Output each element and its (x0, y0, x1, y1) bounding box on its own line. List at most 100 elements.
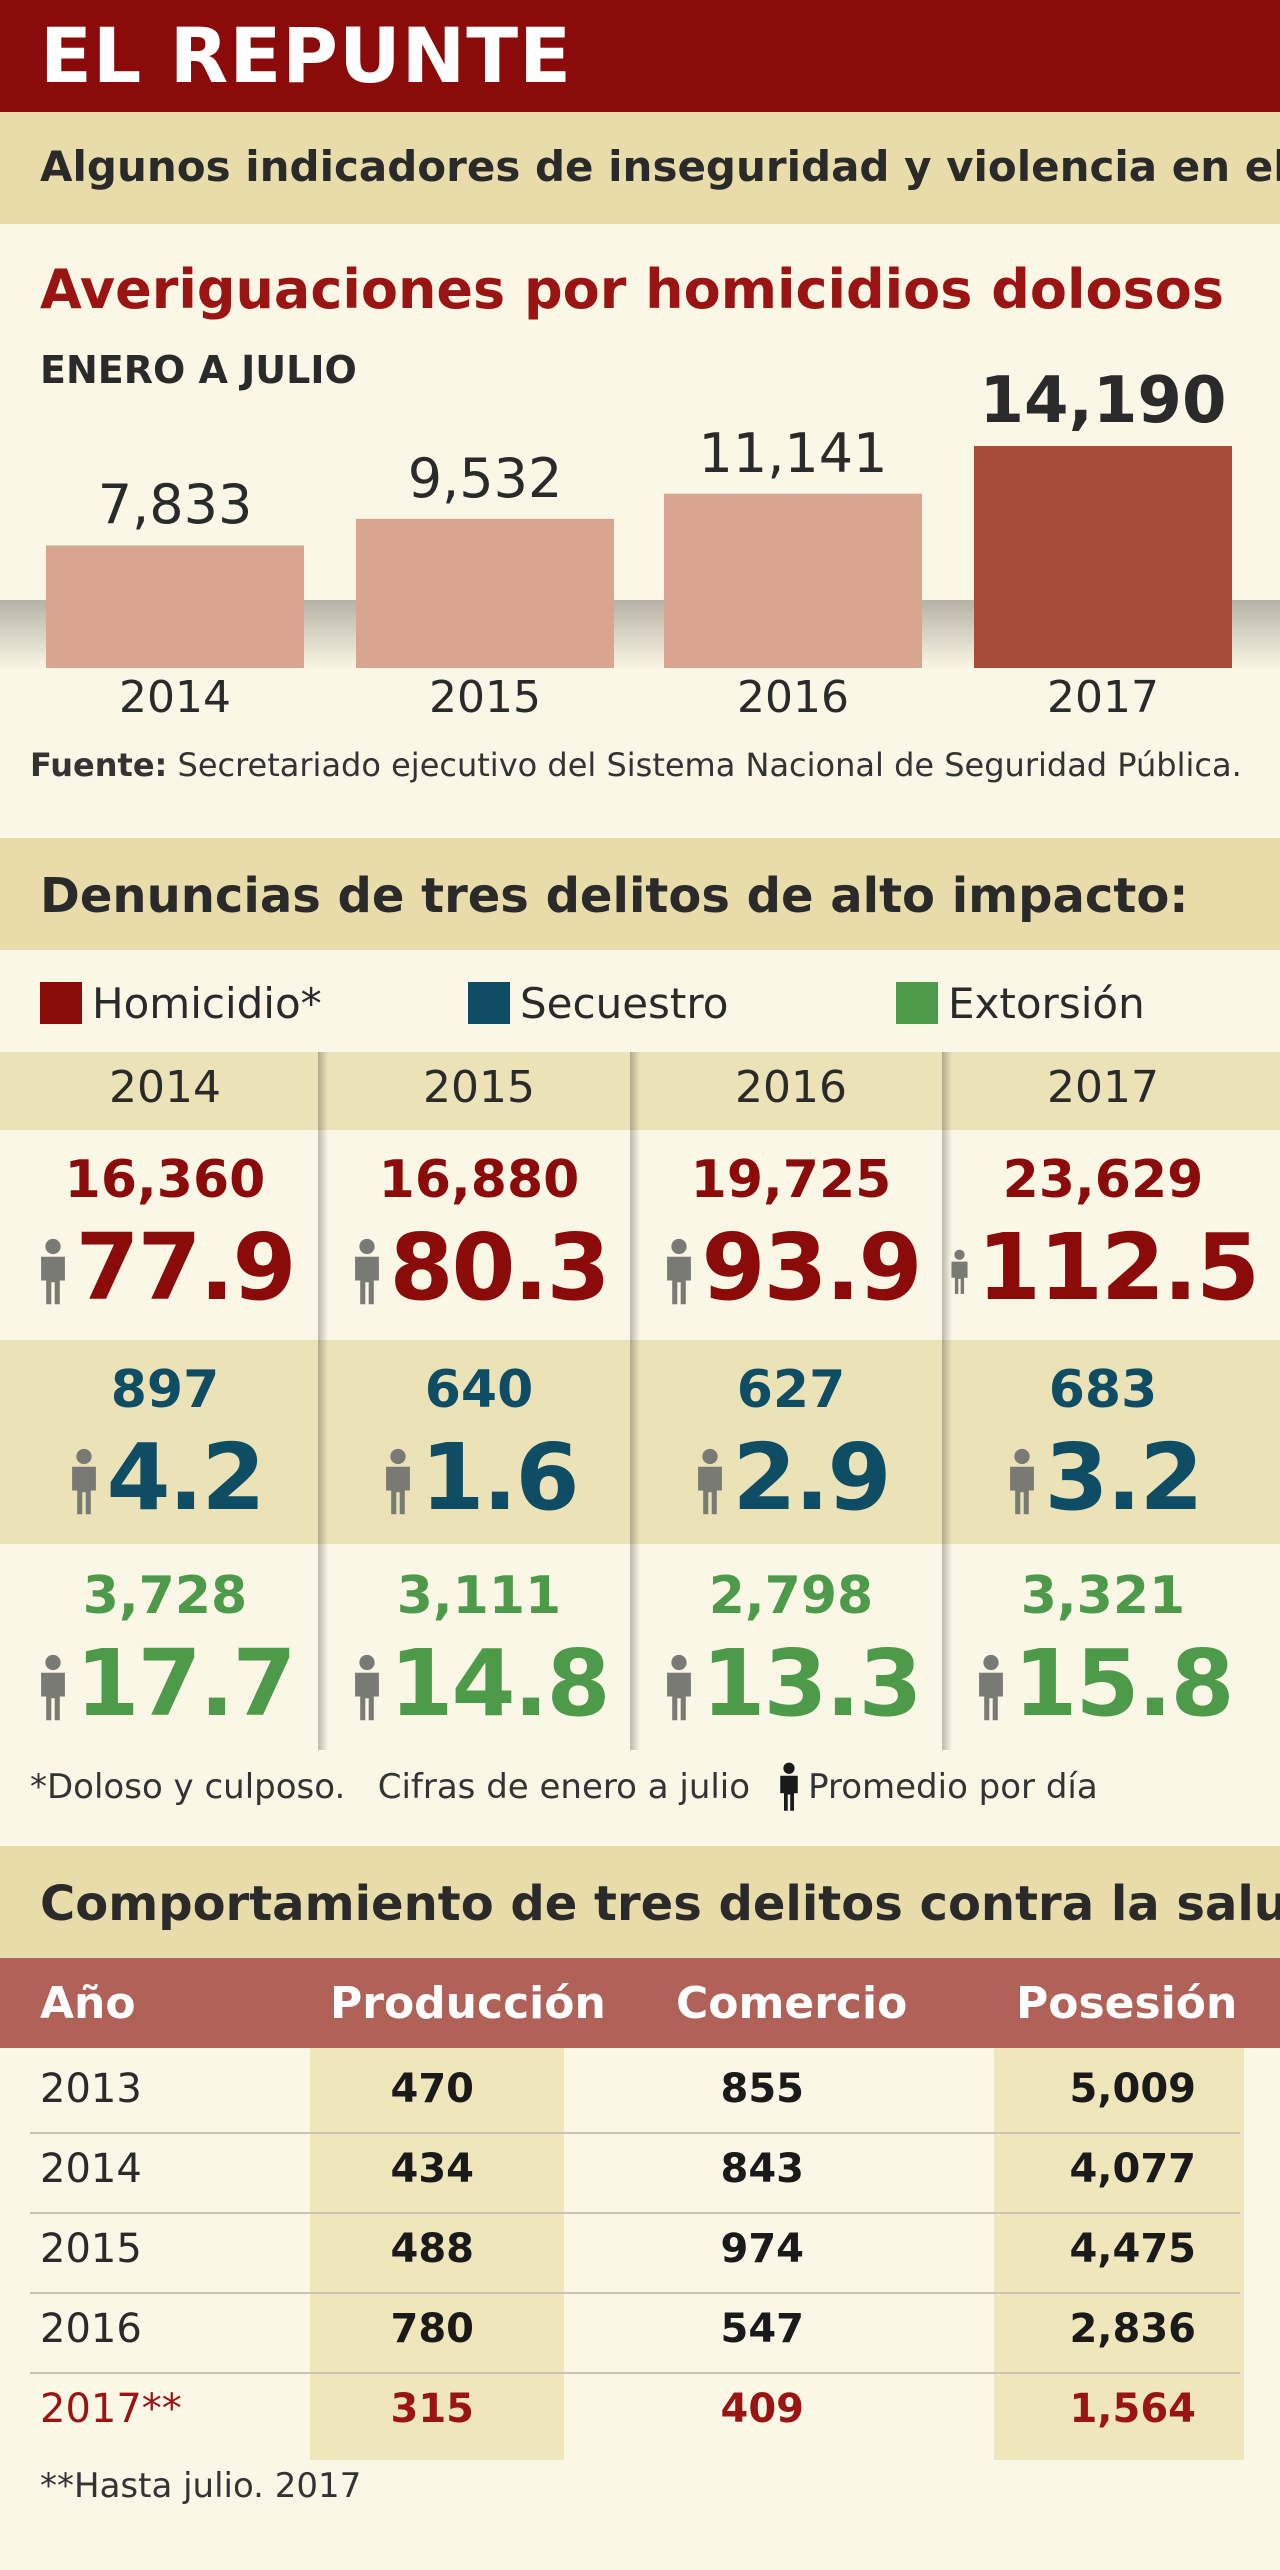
extorsión-per-day-2014: 17.7 (10, 1634, 320, 1734)
person-icon (780, 1762, 798, 1811)
secuestro-total-2014: 897 (110, 1360, 220, 1420)
homicidio-total-2017: 23,629 (1002, 1150, 1204, 1210)
table-year-2014: 2014 (40, 2146, 142, 2192)
table-cell-comercio-2017: 409 (720, 2386, 805, 2432)
year-label-2014: 2014 (109, 1062, 221, 1113)
extorsión-per-day-2015: 14.8 (324, 1634, 634, 1734)
secuestro-per-day-2014: 4.2 (10, 1428, 320, 1528)
extorsión-per-day-2016: 13.3 (636, 1634, 946, 1734)
per-day-value: 4.2 (106, 1424, 266, 1531)
table-cell-comercio-2015: 974 (720, 2226, 805, 2272)
bar-category-2016: 2016 (737, 672, 849, 723)
person-icon (666, 1654, 691, 1721)
secuestro-per-day-2015: 1.6 (324, 1428, 634, 1528)
th-ano: Año (40, 1978, 136, 2029)
per-day-value: 77.9 (75, 1214, 297, 1321)
th-produccion: Producción (330, 1978, 606, 2029)
chart-subtitle: ENERO A JULIO (40, 348, 357, 392)
table-year-2017: 2017** (40, 2386, 182, 2432)
legend-label: Secuestro (520, 978, 729, 1028)
secuestro-band (0, 1340, 1280, 1544)
table-cell-producción-2016: 780 (390, 2306, 475, 2352)
person-icon (40, 1654, 65, 1721)
bar-category-2017: 2017 (1047, 672, 1159, 723)
produccion-column-shade (310, 2048, 564, 2460)
secuestro-per-day-2017: 3.2 (948, 1428, 1258, 1528)
table-cell-posesión-2015: 4,475 (1069, 2226, 1196, 2272)
year-label-2017: 2017 (1047, 1062, 1159, 1113)
person-icon (978, 1654, 1003, 1721)
bar-2016 (664, 493, 922, 668)
bar-2017 (974, 446, 1232, 668)
table-cell-posesión-2017: 1,564 (1069, 2386, 1196, 2432)
bar-value-2015: 9,532 (407, 446, 563, 510)
table-footnote: **Hasta julio. 2017 (40, 2466, 362, 2506)
legend-item-extorsin: Extorsión (896, 978, 1145, 1028)
legend-swatch (468, 982, 510, 1024)
extorsión-total-2014: 3,728 (82, 1566, 248, 1626)
table-cell-producción-2014: 434 (390, 2146, 475, 2192)
bar-value-2014: 7,833 (97, 473, 253, 537)
person-icon (951, 1249, 968, 1294)
legend-swatch (40, 982, 82, 1024)
per-day-value: 13.3 (701, 1630, 923, 1737)
table-row-divider (30, 2292, 1240, 2294)
th-comercio: Comercio (676, 1978, 908, 2029)
section3-title: Comportamiento de tres delitos contra la… (40, 1876, 1280, 1932)
table-row-divider (30, 2132, 1240, 2134)
posesion-column-shade (994, 2048, 1244, 2460)
bar-2014 (46, 545, 304, 668)
th-posesion: Posesión (1016, 1978, 1238, 2029)
table-header (0, 1958, 1280, 2048)
column-divider (630, 1052, 640, 1750)
table-cell-comercio-2014: 843 (720, 2146, 805, 2192)
secuestro-total-2017: 683 (1048, 1360, 1158, 1420)
table-cell-posesión-2014: 4,077 (1069, 2146, 1196, 2192)
homicidio-total-2015: 16,880 (378, 1150, 580, 1210)
person-icon (71, 1448, 96, 1515)
table-cell-comercio-2016: 547 (720, 2306, 805, 2352)
legend-label: Homicidio* (92, 978, 322, 1028)
person-icon (385, 1448, 410, 1515)
homicidio-per-day-2014: 77.9 (10, 1218, 320, 1318)
bar-category-2015: 2015 (429, 672, 541, 723)
avg-per-day-label: Promedio por día (808, 1767, 1098, 1807)
homicidio-per-day-2016: 93.9 (636, 1218, 946, 1318)
per-day-value: 80.3 (389, 1214, 611, 1321)
table-cell-posesión-2016: 2,836 (1069, 2306, 1196, 2352)
chart-title: Averiguaciones por homicidios dolosos (40, 258, 1224, 321)
section2-title: Denuncias de tres delitos de alto impact… (40, 868, 1189, 924)
grid-note: *Doloso y culposo. Cifras de enero a jul… (30, 1762, 1098, 1812)
legend-swatch (896, 982, 938, 1024)
homicidio-per-day-2015: 80.3 (324, 1218, 634, 1318)
per-day-value: 17.7 (75, 1630, 297, 1737)
person-icon (1009, 1448, 1034, 1515)
source-note: Fuente: Secretariado ejecutivo del Siste… (30, 746, 1242, 784)
year-label-2015: 2015 (423, 1062, 535, 1113)
per-day-value: 15.8 (1013, 1630, 1235, 1737)
person-icon (40, 1238, 65, 1305)
year-label-2016: 2016 (735, 1062, 847, 1113)
source-text: Secretariado ejecutivo del Sistema Nacio… (177, 746, 1242, 784)
table-cell-producción-2017: 315 (390, 2386, 475, 2432)
year-row (0, 1052, 1280, 1130)
person-icon (354, 1654, 379, 1721)
per-day-value: 1.6 (420, 1424, 580, 1531)
per-day-value: 2.9 (732, 1424, 892, 1531)
source-label: Fuente: (30, 746, 168, 784)
section2-band: Denuncias de tres delitos de alto impact… (0, 838, 1280, 950)
table-cell-producción-2015: 488 (390, 2226, 475, 2272)
table-year-2013: 2013 (40, 2066, 142, 2112)
person-icon (666, 1238, 691, 1305)
header-bar: EL REPUNTE (0, 0, 1280, 112)
secuestro-total-2015: 640 (424, 1360, 534, 1420)
person-icon (697, 1448, 722, 1515)
extorsión-total-2015: 3,111 (396, 1566, 562, 1626)
per-day-value: 14.8 (389, 1630, 611, 1737)
bar-value-2017: 14,190 (979, 364, 1227, 438)
legend-label: Extorsión (948, 978, 1145, 1028)
table-cell-posesión-2013: 5,009 (1069, 2066, 1196, 2112)
intro-band: Algunos indicadores de inseguridad y vio… (0, 112, 1280, 224)
intro-text: Algunos indicadores de inseguridad y vio… (40, 142, 1280, 191)
